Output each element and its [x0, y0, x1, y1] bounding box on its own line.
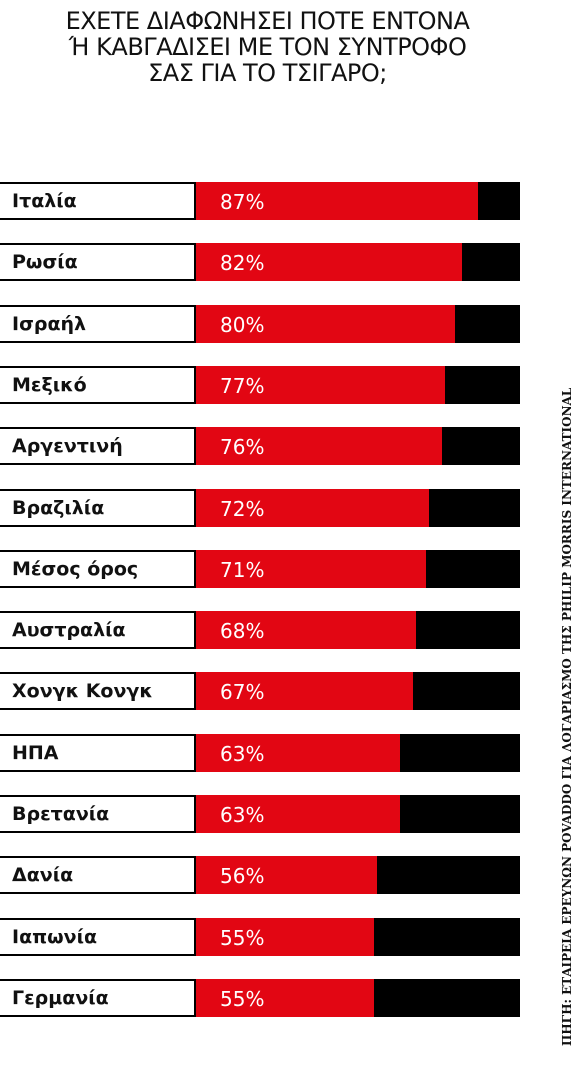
bar — [196, 611, 417, 649]
bar — [196, 734, 401, 772]
bar — [196, 243, 462, 281]
data-label: 72% — [220, 497, 265, 521]
bar — [196, 182, 478, 220]
bar-row: 55% Γερμανία — [0, 979, 520, 1017]
category-label: Χονγκ Κονγκ — [12, 680, 153, 702]
data-label: 68% — [220, 619, 265, 643]
bar-row: 63% Βρετανία — [0, 795, 520, 833]
bar-track: 56% — [196, 856, 520, 894]
bar-track: 76% — [196, 427, 520, 465]
bar-row: 76% Αργεντινή — [0, 427, 520, 465]
bar — [196, 305, 456, 343]
bar-row: 68% Αυστραλία — [0, 611, 520, 649]
bar-track: 77% — [196, 366, 520, 404]
data-label: 80% — [220, 313, 265, 337]
category-label-box: Βραζιλία — [0, 489, 196, 527]
category-label-box: Μέσος όρος — [0, 550, 196, 588]
bar — [196, 489, 430, 527]
category-label-box: Δανία — [0, 856, 196, 894]
data-label: 76% — [220, 435, 265, 459]
category-label-box: Χονγκ Κονγκ — [0, 672, 196, 710]
bar-row: 55% Ιαπωνία — [0, 918, 520, 956]
bar-track: 63% — [196, 795, 520, 833]
bar-track: 72% — [196, 489, 520, 527]
category-label: Αυστραλία — [12, 619, 126, 641]
category-label-box: Αργεντινή — [0, 427, 196, 465]
chart-title-line: Ή ΚΑΒΓΑΔΙΣΕΙ ΜΕ ΤΟΝ ΣΥΝΤΡΟΦΟ — [68, 33, 467, 61]
bar-track: 80% — [196, 305, 520, 343]
bar-row: 56% Δανία — [0, 856, 520, 894]
data-label: 87% — [220, 190, 265, 214]
category-label: Ισραήλ — [12, 313, 87, 335]
data-label: 63% — [220, 742, 265, 766]
category-label: ΗΠΑ — [12, 742, 59, 764]
bar — [196, 795, 401, 833]
data-label: 55% — [220, 987, 265, 1011]
category-label: Δανία — [12, 864, 74, 886]
category-label: Αργεντινή — [12, 435, 123, 457]
category-label-box: Βρετανία — [0, 795, 196, 833]
category-label: Ρωσία — [12, 251, 78, 273]
category-label-box: ΗΠΑ — [0, 734, 196, 772]
category-label-box: Ρωσία — [0, 243, 196, 281]
bar — [196, 427, 443, 465]
bar-row: 80% Ισραήλ — [0, 305, 520, 343]
category-label: Βραζιλία — [12, 497, 105, 519]
bar-track: 82% — [196, 243, 520, 281]
category-label: Μέσος όρος — [12, 558, 139, 580]
bar-row: 77% Μεξικό — [0, 366, 520, 404]
category-label: Βρετανία — [12, 803, 110, 825]
category-label: Ιταλία — [12, 190, 77, 212]
source-note: ΠΗΓΗ: ΕΤΑΙΡΕΙΑ ΕΡΕΥΝΩΝ POVADDO ΓΙΑ ΛΟΓΑΡ… — [560, 387, 574, 1046]
data-label: 77% — [220, 374, 265, 398]
data-label: 82% — [220, 251, 265, 275]
bar-track: 67% — [196, 672, 520, 710]
bar-track: 63% — [196, 734, 520, 772]
data-label: 71% — [220, 558, 265, 582]
category-label-box: Γερμανία — [0, 979, 196, 1017]
data-label: 67% — [220, 680, 265, 704]
category-label-box: Μεξικό — [0, 366, 196, 404]
bar-row: 71% Μέσος όρος — [0, 550, 520, 588]
bar-row: 72% Βραζιλία — [0, 489, 520, 527]
bar-row: 67% Χονγκ Κονγκ — [0, 672, 520, 710]
data-label: 55% — [220, 926, 265, 950]
chart-title: ΕΧΕΤΕ ΔΙΑΦΩΝΗΣΕΙ ΠΟΤΕ ΕΝΤΟΝΑ Ή ΚΑΒΓΑΔΙΣΕ… — [0, 8, 535, 86]
category-label-box: Ιταλία — [0, 182, 196, 220]
bar — [196, 856, 378, 894]
bar — [196, 672, 414, 710]
bar-row: 63% ΗΠΑ — [0, 734, 520, 772]
bar — [196, 550, 427, 588]
data-label: 63% — [220, 803, 265, 827]
bar-track: 55% — [196, 979, 520, 1017]
category-label: Ιαπωνία — [12, 926, 98, 948]
category-label: Γερμανία — [12, 987, 109, 1009]
bar — [196, 918, 375, 956]
data-label: 56% — [220, 864, 265, 888]
bar-track: 87% — [196, 182, 520, 220]
bar-track: 55% — [196, 918, 520, 956]
bar-row: 82% Ρωσία — [0, 243, 520, 281]
bar-track: 68% — [196, 611, 520, 649]
bar-row: 87% Ιταλία — [0, 182, 520, 220]
chart-title-line: ΕΧΕΤΕ ΔΙΑΦΩΝΗΣΕΙ ΠΟΤΕ ΕΝΤΟΝΑ — [65, 7, 470, 35]
category-label-box: Ιαπωνία — [0, 918, 196, 956]
chart-title-line: ΣΑΣ ΓΙΑ ΤΟ ΤΣΙΓΑΡΟ; — [148, 59, 387, 87]
category-label-box: Ισραήλ — [0, 305, 196, 343]
category-label-box: Αυστραλία — [0, 611, 196, 649]
bar — [196, 979, 375, 1017]
bar — [196, 366, 446, 404]
category-label: Μεξικό — [12, 374, 87, 396]
bar-track: 71% — [196, 550, 520, 588]
